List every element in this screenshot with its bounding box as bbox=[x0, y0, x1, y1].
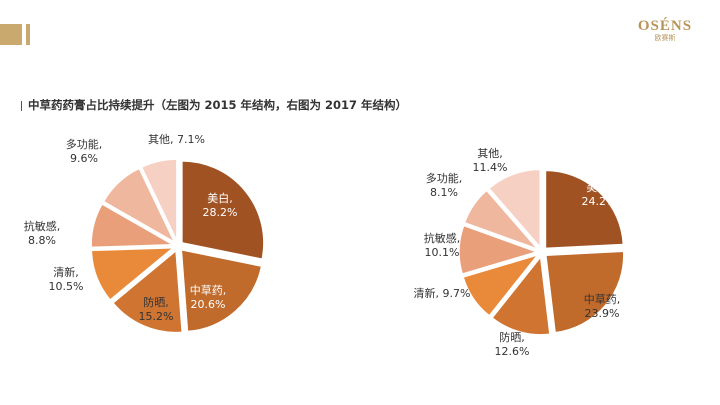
slice-label: 中草药, bbox=[584, 293, 621, 306]
slice-value-label: 12.6% bbox=[495, 345, 530, 358]
slice-label: 美白, bbox=[586, 180, 612, 194]
title-marker bbox=[21, 101, 22, 111]
slice-label: 美白, bbox=[207, 191, 233, 205]
slice-label: 抗敏感, bbox=[24, 219, 61, 233]
pie-slice bbox=[111, 249, 184, 334]
brand-logo: OSÉNS 欧赛斯 bbox=[632, 18, 698, 43]
pie-slice bbox=[181, 160, 265, 261]
pie-slice bbox=[140, 158, 178, 242]
pie-slice bbox=[458, 224, 540, 276]
pie-slice bbox=[544, 169, 625, 250]
slice-label: 其他, bbox=[477, 147, 503, 160]
page-title: 中草药药膏占比持续提升（左图为 2015 年结构，右图为 2017 年结构） bbox=[28, 98, 408, 112]
slice-value-label: 9.6% bbox=[70, 152, 98, 165]
pie-slice bbox=[462, 253, 540, 317]
slice-value-label: 11.4% bbox=[473, 161, 508, 174]
slice-label: 多功能, bbox=[426, 171, 463, 185]
pie-chart-2: 美白,24.2% 中草药,23.9% 防晒,12.6% 清新, 9.7% 抗敏感,10.… bbox=[414, 147, 625, 358]
slice-label: 其他, 7.1% bbox=[148, 133, 205, 146]
slice-value-label: 28.2% bbox=[203, 206, 238, 219]
slice-value-label: 20.6% bbox=[191, 298, 226, 311]
slice-label: 抗敏感, bbox=[424, 231, 461, 245]
pie-slice bbox=[463, 189, 541, 251]
pie-slice bbox=[487, 168, 541, 250]
pie-slice bbox=[544, 250, 625, 334]
slice-value-label: 10.5% bbox=[49, 280, 84, 293]
header-accent-block bbox=[0, 24, 22, 45]
pie-slice bbox=[90, 202, 176, 249]
logo-text: OSÉNS bbox=[637, 18, 693, 34]
slice-label: 清新, bbox=[53, 265, 79, 279]
slice-label: 防晒, bbox=[499, 330, 525, 344]
slice-label: 清新, 9.7% bbox=[414, 286, 471, 300]
pie-slice bbox=[180, 248, 263, 333]
slice-label: 中草药, bbox=[190, 284, 227, 297]
slice-value-label: 8.1% bbox=[430, 186, 458, 199]
slice-label: 多功能, bbox=[66, 137, 103, 151]
pie-slice bbox=[491, 254, 551, 336]
slice-value-label: 23.9% bbox=[585, 307, 620, 320]
header-accent-stripe bbox=[26, 24, 30, 45]
logo-subtext: 欧赛斯 bbox=[654, 34, 676, 42]
slice-value-label: 8.8% bbox=[28, 234, 56, 247]
slice-label: 防晒, bbox=[143, 295, 169, 309]
pie-slice bbox=[90, 246, 176, 302]
slice-value-label: 15.2% bbox=[139, 310, 174, 323]
pie-slice bbox=[102, 167, 177, 245]
pie-chart-1: 美白,28.2% 中草药,20.6% 防晒,15.2% 清新,10.5% 抗敏感,8.8… bbox=[24, 133, 265, 334]
slice-value-label: 10.1% bbox=[425, 246, 460, 259]
slice-value-label: 24.2% bbox=[582, 195, 617, 208]
